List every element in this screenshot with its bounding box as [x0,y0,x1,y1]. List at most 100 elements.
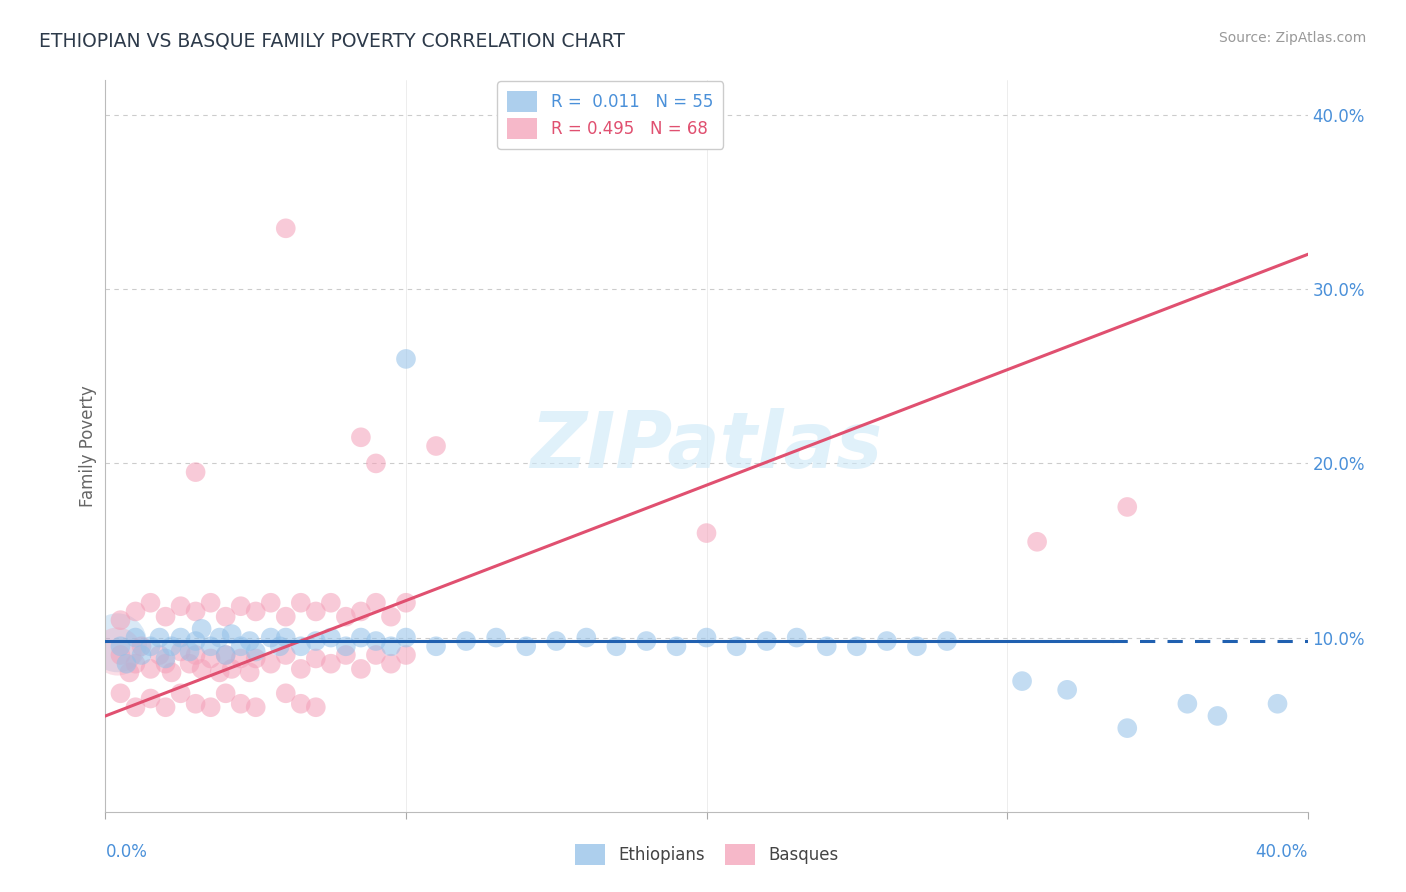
Point [1056,682,1078,697]
Point [696,526,718,541]
Point [200,596,222,610]
Text: 40.0%: 40.0% [1256,843,1308,861]
Point [395,351,418,366]
Point [214,609,236,624]
Point [274,686,297,700]
Point [485,631,508,645]
Point [208,631,231,645]
Y-axis label: Family Poverty: Family Poverty [79,385,97,507]
Point [107,644,129,658]
Point [380,609,402,624]
Point [131,640,153,654]
Point [335,609,357,624]
Text: ETHIOPIAN VS BASQUE FAMILY POVERTY CORRELATION CHART: ETHIOPIAN VS BASQUE FAMILY POVERTY CORRE… [39,31,626,50]
Point [636,634,658,648]
Point [214,648,236,662]
Point [160,640,183,654]
Point [139,662,162,676]
Point [155,651,177,665]
Point [395,648,418,662]
Point [319,631,342,645]
Point [425,640,447,654]
Point [115,657,138,671]
Point [350,662,373,676]
Point [118,665,141,680]
Point [274,609,297,624]
Point [665,640,688,654]
Point [107,636,129,650]
Text: 0.0%: 0.0% [105,843,148,861]
Point [184,604,207,618]
Point [239,665,262,680]
Point [139,691,162,706]
Point [274,631,297,645]
Point [124,700,146,714]
Point [290,640,312,654]
Point [245,700,267,714]
Point [190,662,212,676]
Point [364,648,387,662]
Point [364,596,387,610]
Point [184,648,207,662]
Point [155,657,177,671]
Point [454,634,477,648]
Point [380,640,402,654]
Point [139,640,162,654]
Point [1011,674,1033,689]
Point [239,634,262,648]
Point [200,651,222,665]
Point [139,596,162,610]
Point [260,657,283,671]
Point [229,640,252,654]
Point [1267,697,1289,711]
Point [124,657,146,671]
Point [290,662,312,676]
Point [124,604,146,618]
Point [395,596,418,610]
Point [155,700,177,714]
Point [755,634,778,648]
Point [110,648,132,662]
Point [515,640,537,654]
Point [1116,721,1139,735]
Point [131,648,153,662]
Point [169,599,191,614]
Point [845,640,868,654]
Point [221,662,243,676]
Point [110,686,132,700]
Point [169,631,191,645]
Point [786,631,808,645]
Point [305,651,328,665]
Point [190,622,212,636]
Point [1116,500,1139,514]
Point [319,657,342,671]
Point [260,596,283,610]
Point [305,604,328,618]
Point [124,631,146,645]
Point [200,640,222,654]
Point [245,604,267,618]
Point [169,644,191,658]
Point [350,604,373,618]
Point [184,465,207,479]
Point [229,599,252,614]
Point [184,697,207,711]
Point [221,627,243,641]
Point [364,457,387,471]
Point [269,640,291,654]
Point [179,644,201,658]
Point [350,631,373,645]
Point [214,686,236,700]
Point [876,634,898,648]
Point [200,700,222,714]
Point [1026,534,1049,549]
Point [169,686,191,700]
Point [725,640,748,654]
Point [245,651,267,665]
Point [364,634,387,648]
Point [155,609,177,624]
Point [425,439,447,453]
Point [274,221,297,235]
Point [184,634,207,648]
Point [229,651,252,665]
